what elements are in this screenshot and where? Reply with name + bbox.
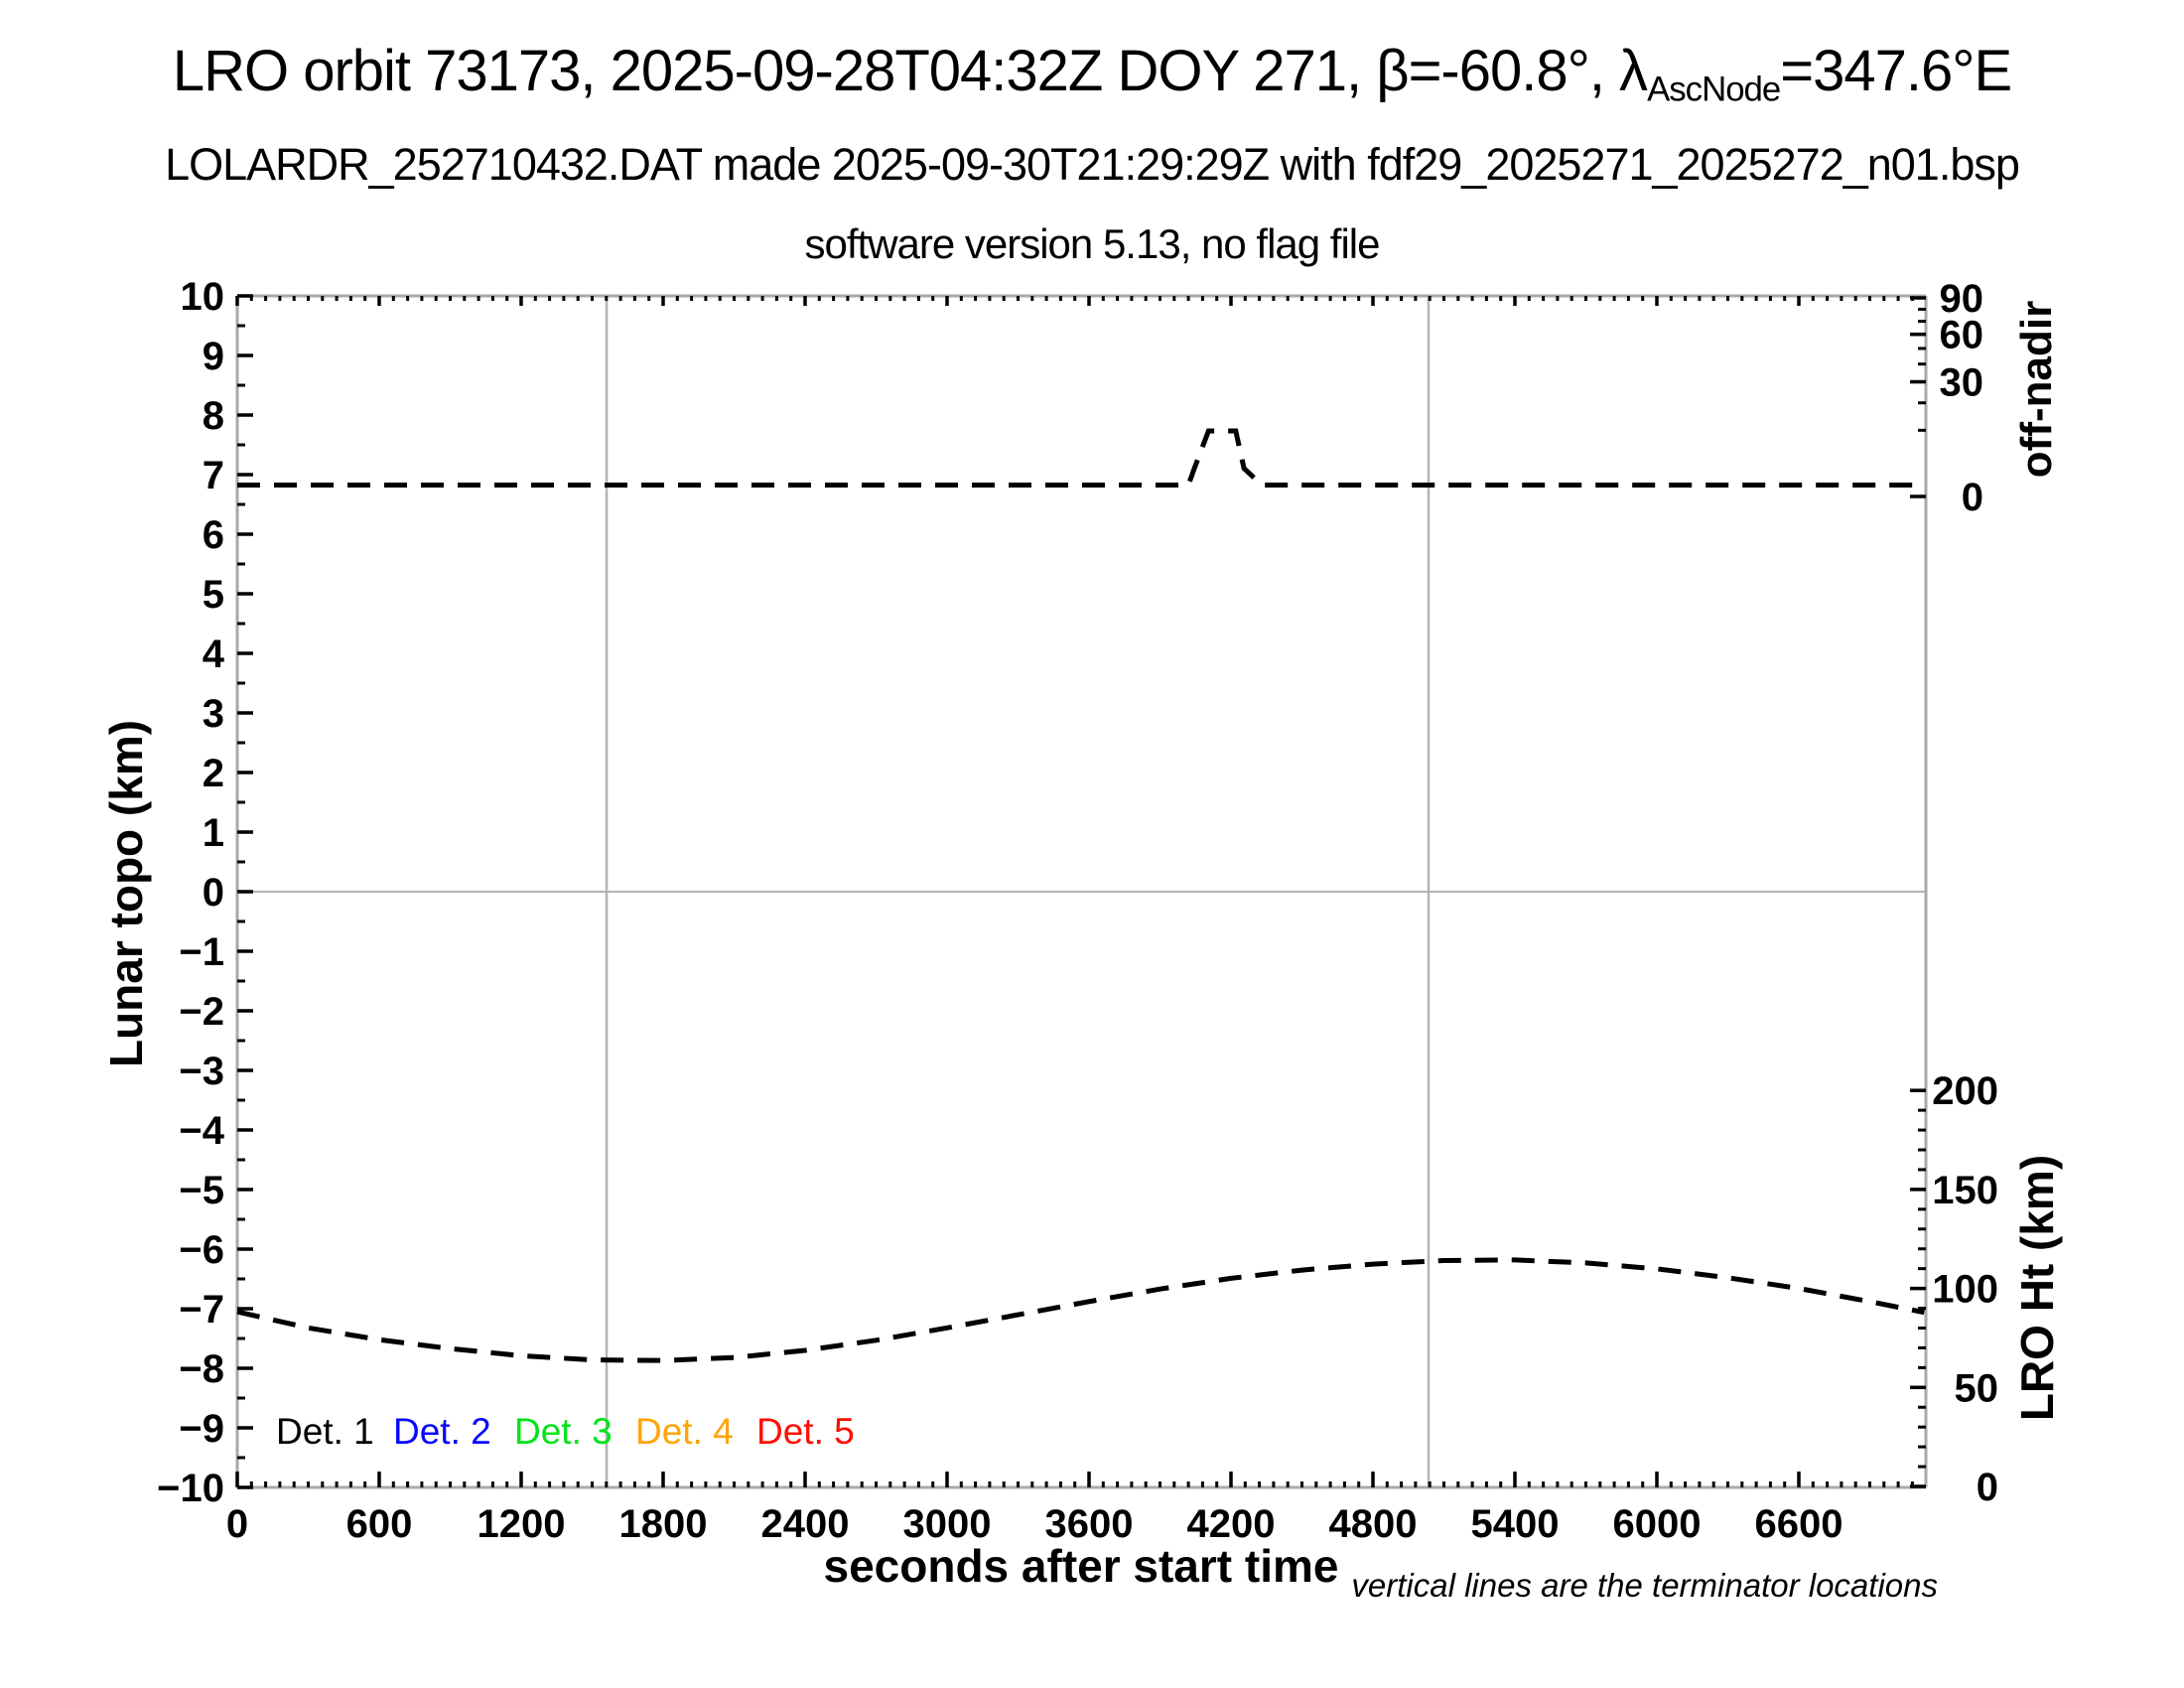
page-title: LRO orbit 73173, 2025-09-28T04:32Z DOY 2… [0, 38, 2184, 109]
legend-item-det3: Det. 3 [514, 1411, 613, 1452]
title-main: LRO orbit 73173, 2025-09-28T04:32Z DOY 2… [172, 39, 1648, 103]
legend-item-det2: Det. 2 [393, 1411, 491, 1452]
y-left-tick-label: −3 [179, 1050, 224, 1093]
offnadir-tick-label: 0 [1962, 476, 1983, 519]
series-off-nadir-angle [237, 428, 1926, 488]
y-left-tick-label: −5 [179, 1169, 224, 1212]
lro-ht-tick-label: 150 [1932, 1169, 1998, 1212]
y-left-tick-label: 8 [203, 394, 224, 438]
y-left-tick-label: 0 [203, 871, 224, 914]
y-left-tick-label: −6 [179, 1228, 224, 1272]
legend-item-det5: Det. 5 [756, 1411, 855, 1452]
y-left-tick-label: 9 [203, 335, 224, 378]
legend-item-det4: Det. 4 [635, 1411, 734, 1452]
x-tick-label: 6600 [1755, 1502, 1843, 1546]
x-tick-label: 3600 [1045, 1502, 1134, 1546]
x-axis-title: seconds after start time [823, 1540, 1339, 1592]
x-tick-label: 1200 [478, 1502, 566, 1546]
lro-ht-tick-label: 100 [1932, 1268, 1998, 1312]
y-left-tick-label: −1 [179, 930, 224, 974]
legend-item-det1: Det. 1 [276, 1411, 374, 1452]
y-axis-title-off-nadir: off-nadir [2012, 300, 2061, 479]
y-left-tick-label: −4 [179, 1109, 224, 1153]
x-tick-label: 2400 [761, 1502, 850, 1546]
y-left-tick-label: 10 [181, 275, 225, 319]
subtitle-filename: LOLARDR_252710432.DAT made 2025-09-30T21… [165, 139, 2020, 190]
y-axis-title-lunar-topo: Lunar topo (km) [100, 719, 152, 1068]
title-suffix: =347.6°E [1780, 39, 2012, 103]
offnadir-tick-label: 90 [1940, 277, 1984, 321]
series-LRO-height [236, 1257, 1925, 1363]
offnadir-tick-label: 30 [1940, 361, 1984, 405]
lro-ht-tick-label: 200 [1932, 1069, 1998, 1113]
lro-ht-tick-label: 50 [1955, 1366, 1999, 1410]
y-left-tick-label: −9 [179, 1407, 224, 1451]
x-tick-label: 4800 [1329, 1502, 1418, 1546]
y-axis-title-lro-ht: LRO Ht (km) [2011, 1154, 2063, 1422]
x-tick-label: 1800 [619, 1502, 708, 1546]
y-left-tick-label: −8 [179, 1347, 224, 1391]
y-left-tick-label: 7 [203, 454, 224, 497]
y-left-tick-label: 5 [203, 573, 224, 617]
x-tick-label: 0 [226, 1502, 248, 1546]
y-left-tick-label: −2 [179, 990, 224, 1034]
x-tick-label: 600 [346, 1502, 413, 1546]
legend: Det. 1 Det. 2 Det. 3 Det. 4 Det. 5 [0, 1411, 2184, 1461]
x-tick-label: 3000 [903, 1502, 992, 1546]
y-left-tick-label: 1 [203, 811, 224, 855]
x-tick-label: 4200 [1187, 1502, 1276, 1546]
y-left-tick-label: 4 [203, 633, 225, 676]
title-subscript: AscNode [1647, 70, 1781, 109]
y-left-tick-label: −7 [179, 1288, 224, 1332]
lro-ht-tick-label: 0 [1977, 1466, 1998, 1509]
x-tick-label: 6000 [1613, 1502, 1702, 1546]
y-left-tick-label: 3 [203, 692, 224, 736]
offnadir-tick-label: 60 [1940, 314, 1984, 357]
y-left-tick-label: 2 [203, 752, 224, 795]
y-left-tick-label: −10 [157, 1467, 224, 1510]
subtitle-software-version: software version 5.13, no flag file [804, 220, 1380, 267]
x-tick-label: 5400 [1471, 1502, 1560, 1546]
y-left-tick-label: 6 [203, 513, 224, 557]
terminator-note: vertical lines are the terminator locati… [1351, 1567, 1938, 1604]
